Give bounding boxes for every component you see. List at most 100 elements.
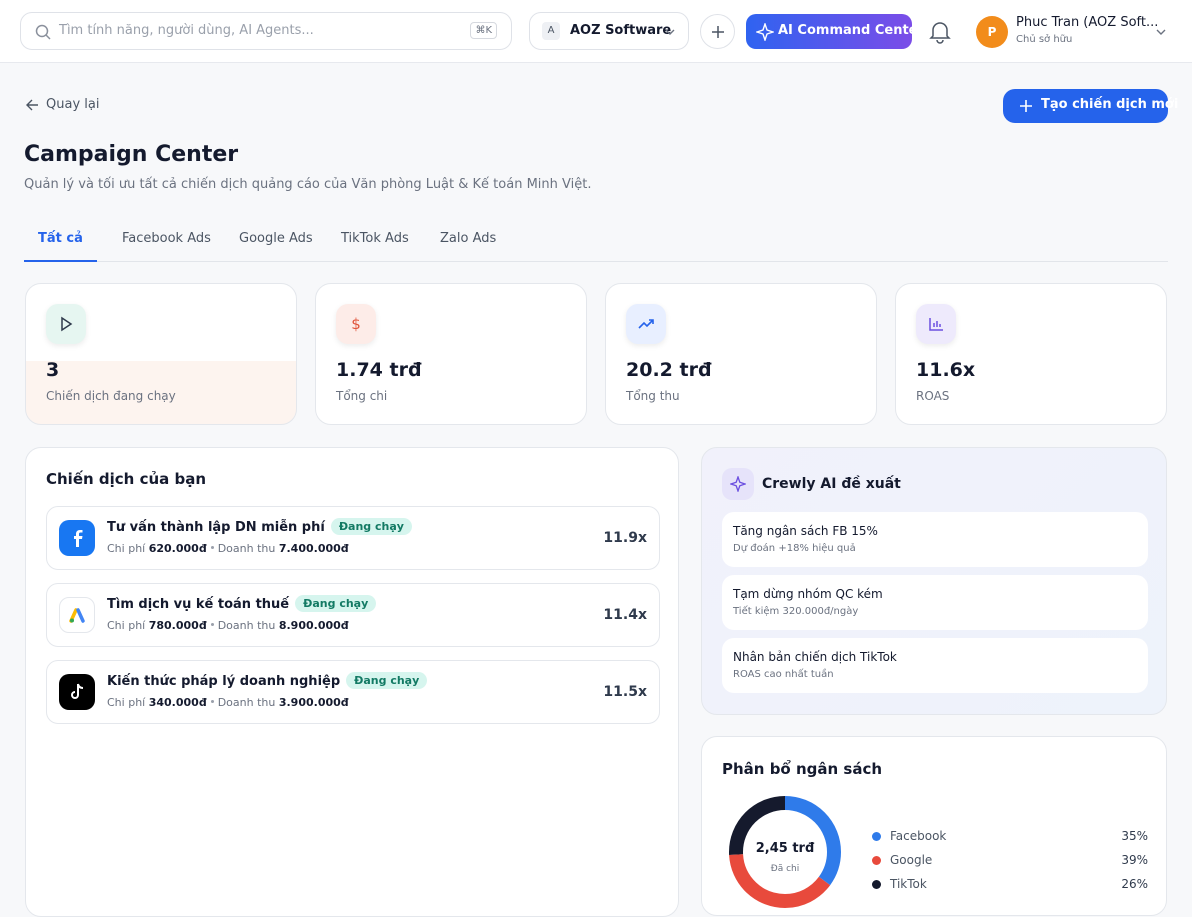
campaign-row[interactable]: Kiến thức pháp lý doanh nghiệp Đang chạy … <box>46 660 660 724</box>
campaign-meta: Chi phí 340.000đ Doanh thu 3.900.000đ <box>107 696 349 709</box>
platform-logo <box>59 520 95 556</box>
svg-text:$: $ <box>351 315 361 333</box>
search-icon <box>35 24 51 40</box>
suggestion[interactable]: Tăng ngân sách FB 15% Dự đoán +18% hiệu … <box>722 512 1148 567</box>
budget-panel: Phân bổ ngân sách 2,45 trđ Đã chi Facebo… <box>701 736 1167 916</box>
page-title: Campaign Center <box>24 142 239 167</box>
stat-label: Tổng chi <box>336 389 388 403</box>
tab[interactable]: Tất cả <box>24 229 97 262</box>
back-arrow[interactable] <box>25 98 39 112</box>
stat-icon <box>46 304 86 344</box>
workspace-switch[interactable]: A AOZ Software <box>529 12 689 50</box>
stat-value: 1.74 trđ <box>336 359 422 381</box>
revenue-label: Doanh thu <box>217 696 276 709</box>
campaign-name: Tư vấn thành lập DN miễn phí <box>107 520 325 535</box>
stat-value: 11.6x <box>916 359 976 381</box>
suggestion-title: Tạm dừng nhóm QC kém <box>733 587 883 601</box>
campaign-meta: Chi phí 780.000đ Doanh thu 8.900.000đ <box>107 619 349 632</box>
separator <box>210 546 214 549</box>
workspace-initial: A <box>542 22 560 40</box>
stat-value: 20.2 trđ <box>626 359 712 381</box>
status-badge: Đang chạy <box>330 518 412 535</box>
donut-segment <box>729 796 841 908</box>
legend-swatch <box>872 832 881 841</box>
stat-label: Tổng thu <box>626 389 680 403</box>
create-campaign-button[interactable]: Tạo chiến dịch mới <box>1003 89 1178 123</box>
top-bar: Tìm tính năng, người dùng, AI Agents... … <box>0 0 1192 63</box>
campaign-row[interactable]: Tìm dịch vụ kế toán thuế Đang chạy Chi ph… <box>46 583 660 647</box>
separator <box>210 700 214 703</box>
separator <box>210 623 214 626</box>
legend-label: Google <box>890 853 933 867</box>
legend-swatch <box>872 856 881 865</box>
bell-icon[interactable] <box>929 20 951 44</box>
search-placeholder: Tìm tính năng, người dùng, AI Agents... <box>59 23 314 38</box>
stat-label: Chiến dịch đang chạy <box>46 389 176 403</box>
donut-chart: 2,45 trđ Đã chi <box>729 796 841 908</box>
avatar[interactable]: P <box>976 16 1008 48</box>
tab[interactable]: Google Ads <box>239 231 313 246</box>
cost: 620.000đ <box>148 542 207 555</box>
suggestion-title: Tăng ngân sách FB 15% <box>733 524 878 538</box>
roas: 11.5x <box>603 684 647 700</box>
stat-icon <box>916 304 956 344</box>
revenue-label: Doanh thu <box>217 619 276 632</box>
legend-label: TikTok <box>890 877 927 891</box>
tab[interactable]: TikTok Ads <box>341 231 409 246</box>
panel-title: Chiến dịch của bạn <box>46 470 207 488</box>
platform-logo <box>59 674 95 710</box>
stat-card: 3 Chiến dịch đang chạy <box>25 283 297 425</box>
stat-card: 11.6x ROAS <box>895 283 1167 425</box>
campaign-row[interactable]: Tư vấn thành lập DN miễn phí Đang chạy Ch… <box>46 506 660 570</box>
revenue-label: Doanh thu <box>217 542 276 555</box>
status-badge: Đang chạy <box>295 595 377 612</box>
tabs: Tất cả Facebook Ads Google Ads TikTok Ads Za… <box>24 229 1168 262</box>
panel-title: Phân bổ ngân sách <box>722 760 883 778</box>
page-subtitle: Quản lý và tối ưu tất cả chiến dịch quản… <box>24 177 592 192</box>
revenue: 3.900.000đ <box>278 696 349 709</box>
back-link[interactable]: Quay lại <box>46 97 100 112</box>
cost: 780.000đ <box>148 619 207 632</box>
plus-icon <box>1020 100 1032 112</box>
stat-icon: $ <box>336 304 376 344</box>
chevron <box>665 29 675 35</box>
add-button[interactable] <box>700 14 735 49</box>
panel-title: Crewly AI đề xuất <box>762 476 901 492</box>
suggestion[interactable]: Tạm dừng nhóm QC kém Tiết kiệm 320.000đ/… <box>722 575 1148 630</box>
legend-item: TikTok 26% <box>872 877 1148 893</box>
chevron <box>1156 29 1166 35</box>
cost-label: Chi phí <box>107 619 146 632</box>
stat-value: 3 <box>46 359 60 381</box>
donut-center-value: 2,45 trđ <box>756 841 815 856</box>
create-label: Tạo chiến dịch mới <box>1041 97 1179 112</box>
roas: 11.9x <box>603 530 647 546</box>
tab[interactable]: Facebook Ads <box>122 231 211 246</box>
campaign-title-line: Tìm dịch vụ kế toán thuế Đang chạy <box>107 595 377 612</box>
stat-card: $ 1.74 trđ Tổng chi <box>315 283 587 425</box>
legend-value: 39% <box>1121 853 1148 867</box>
suggestion-desc: Tiết kiệm 320.000đ/ngày <box>733 606 859 617</box>
suggestion[interactable]: Nhân bản chiến dịch TikTok ROAS cao nhất… <box>722 638 1148 693</box>
stat-label: ROAS <box>916 389 950 403</box>
search-box[interactable]: Tìm tính năng, người dùng, AI Agents... … <box>20 12 512 50</box>
user-role: Chủ sở hữu <box>1016 34 1073 45</box>
stat-card: 20.2 trđ Tổng thu <box>605 283 877 425</box>
platform-logo <box>59 597 95 633</box>
sparkle-icon <box>756 23 774 41</box>
legend-item: Google 39% <box>872 853 1148 869</box>
cost: 340.000đ <box>148 696 207 709</box>
revenue: 8.900.000đ <box>278 619 349 632</box>
suggestion-desc: ROAS cao nhất tuần <box>733 669 834 680</box>
status-badge: Đang chạy <box>346 672 428 689</box>
ai-button-label: AI Command Center <box>778 23 924 38</box>
campaign-title-line: Tư vấn thành lập DN miễn phí Đang chạy <box>107 518 412 535</box>
cost-label: Chi phí <box>107 542 146 555</box>
campaign-name: Kiến thức pháp lý doanh nghiệp <box>107 674 341 689</box>
suggestion-desc: Dự đoán +18% hiệu quả <box>733 543 856 554</box>
campaign-title-line: Kiến thức pháp lý doanh nghiệp Đang chạy <box>107 672 428 689</box>
ai-command-button[interactable]: AI Command Center <box>746 14 924 49</box>
tab[interactable]: Zalo Ads <box>440 231 497 246</box>
ai-icon <box>722 468 754 500</box>
